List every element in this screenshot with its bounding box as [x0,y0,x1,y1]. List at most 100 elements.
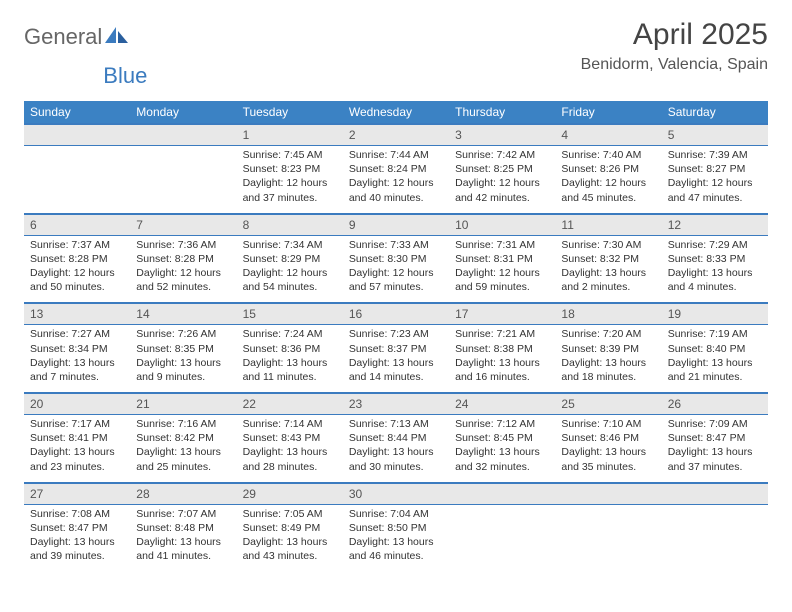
info-cell: Sunrise: 7:42 AMSunset: 8:25 PMDaylight:… [449,146,555,214]
info-row: Sunrise: 7:45 AMSunset: 8:23 PMDaylight:… [24,146,768,214]
daynum-cell: 14 [130,303,236,325]
daylight-text: Daylight: 13 hours and 37 minutes. [668,445,762,473]
info-cell: Sunrise: 7:40 AMSunset: 8:26 PMDaylight:… [555,146,661,214]
daylight-text: Daylight: 13 hours and 35 minutes. [561,445,655,473]
daylight-text: Daylight: 13 hours and 25 minutes. [136,445,230,473]
daylight-text: Daylight: 12 hours and 47 minutes. [668,176,762,204]
daynum-cell: 4 [555,124,661,146]
info-row: Sunrise: 7:17 AMSunset: 8:41 PMDaylight:… [24,415,768,483]
daynum-cell: 3 [449,124,555,146]
daylight-text: Daylight: 13 hours and 30 minutes. [349,445,443,473]
sunset-text: Sunset: 8:37 PM [349,342,443,356]
info-cell: Sunrise: 7:20 AMSunset: 8:39 PMDaylight:… [555,325,661,393]
sunrise-text: Sunrise: 7:26 AM [136,327,230,341]
daylight-text: Daylight: 13 hours and 21 minutes. [668,356,762,384]
sunrise-text: Sunrise: 7:33 AM [349,238,443,252]
sunset-text: Sunset: 8:47 PM [30,521,124,535]
sunset-text: Sunset: 8:42 PM [136,431,230,445]
daynum-cell: 5 [662,124,768,146]
sunset-text: Sunset: 8:36 PM [243,342,337,356]
sunset-text: Sunset: 8:38 PM [455,342,549,356]
info-cell: Sunrise: 7:33 AMSunset: 8:30 PMDaylight:… [343,235,449,303]
info-cell: Sunrise: 7:31 AMSunset: 8:31 PMDaylight:… [449,235,555,303]
daylight-text: Daylight: 13 hours and 32 minutes. [455,445,549,473]
daylight-text: Daylight: 13 hours and 7 minutes. [30,356,124,384]
sunrise-text: Sunrise: 7:20 AM [561,327,655,341]
info-cell: Sunrise: 7:21 AMSunset: 8:38 PMDaylight:… [449,325,555,393]
daynum-cell: 22 [237,393,343,415]
daynum-cell: 10 [449,214,555,236]
daylight-text: Daylight: 13 hours and 4 minutes. [668,266,762,294]
sunset-text: Sunset: 8:27 PM [668,162,762,176]
info-cell [555,504,661,571]
info-cell: Sunrise: 7:23 AMSunset: 8:37 PMDaylight:… [343,325,449,393]
daylight-text: Daylight: 12 hours and 42 minutes. [455,176,549,204]
daynum-cell: 26 [662,393,768,415]
info-cell: Sunrise: 7:30 AMSunset: 8:32 PMDaylight:… [555,235,661,303]
daylight-text: Daylight: 13 hours and 43 minutes. [243,535,337,563]
sunset-text: Sunset: 8:40 PM [668,342,762,356]
sunset-text: Sunset: 8:23 PM [243,162,337,176]
daynum-cell [449,483,555,505]
daynum-cell: 21 [130,393,236,415]
sunrise-text: Sunrise: 7:40 AM [561,148,655,162]
info-cell: Sunrise: 7:24 AMSunset: 8:36 PMDaylight:… [237,325,343,393]
info-cell: Sunrise: 7:10 AMSunset: 8:46 PMDaylight:… [555,415,661,483]
daylight-text: Daylight: 13 hours and 46 minutes. [349,535,443,563]
daynum-cell: 23 [343,393,449,415]
info-cell: Sunrise: 7:34 AMSunset: 8:29 PMDaylight:… [237,235,343,303]
daynum-cell: 24 [449,393,555,415]
info-row: Sunrise: 7:08 AMSunset: 8:47 PMDaylight:… [24,504,768,571]
daynum-cell [555,483,661,505]
daylight-text: Daylight: 12 hours and 37 minutes. [243,176,337,204]
calendar-head: Sunday Monday Tuesday Wednesday Thursday… [24,101,768,124]
sunrise-text: Sunrise: 7:42 AM [455,148,549,162]
calendar-table: Sunday Monday Tuesday Wednesday Thursday… [24,101,768,571]
info-cell: Sunrise: 7:39 AMSunset: 8:27 PMDaylight:… [662,146,768,214]
info-cell: Sunrise: 7:13 AMSunset: 8:44 PMDaylight:… [343,415,449,483]
weekday-row: Sunday Monday Tuesday Wednesday Thursday… [24,101,768,124]
location-text: Benidorm, Valencia, Spain [581,56,768,74]
sunset-text: Sunset: 8:28 PM [30,252,124,266]
sunset-text: Sunset: 8:44 PM [349,431,443,445]
daynum-cell: 8 [237,214,343,236]
info-cell: Sunrise: 7:04 AMSunset: 8:50 PMDaylight:… [343,504,449,571]
info-cell: Sunrise: 7:29 AMSunset: 8:33 PMDaylight:… [662,235,768,303]
daynum-cell: 25 [555,393,661,415]
sunset-text: Sunset: 8:24 PM [349,162,443,176]
daylight-text: Daylight: 13 hours and 23 minutes. [30,445,124,473]
sunset-text: Sunset: 8:49 PM [243,521,337,535]
weekday-monday: Monday [130,101,236,124]
info-row: Sunrise: 7:27 AMSunset: 8:34 PMDaylight:… [24,325,768,393]
sunrise-text: Sunrise: 7:16 AM [136,417,230,431]
info-cell [662,504,768,571]
daylight-text: Daylight: 12 hours and 54 minutes. [243,266,337,294]
daylight-text: Daylight: 13 hours and 14 minutes. [349,356,443,384]
info-cell: Sunrise: 7:09 AMSunset: 8:47 PMDaylight:… [662,415,768,483]
info-cell [130,146,236,214]
daynum-cell: 12 [662,214,768,236]
info-cell [449,504,555,571]
sunrise-text: Sunrise: 7:12 AM [455,417,549,431]
daynum-row: 27282930 [24,483,768,505]
daynum-row: 6789101112 [24,214,768,236]
info-cell: Sunrise: 7:05 AMSunset: 8:49 PMDaylight:… [237,504,343,571]
sunrise-text: Sunrise: 7:13 AM [349,417,443,431]
daynum-cell: 28 [130,483,236,505]
daynum-cell: 16 [343,303,449,325]
daynum-row: 20212223242526 [24,393,768,415]
sunrise-text: Sunrise: 7:07 AM [136,507,230,521]
sunset-text: Sunset: 8:50 PM [349,521,443,535]
info-cell: Sunrise: 7:12 AMSunset: 8:45 PMDaylight:… [449,415,555,483]
daynum-cell: 17 [449,303,555,325]
daynum-cell: 9 [343,214,449,236]
sunset-text: Sunset: 8:41 PM [30,431,124,445]
daynum-cell: 30 [343,483,449,505]
sunset-text: Sunset: 8:26 PM [561,162,655,176]
sunrise-text: Sunrise: 7:39 AM [668,148,762,162]
sunrise-text: Sunrise: 7:19 AM [668,327,762,341]
page-title: April 2025 [581,18,768,52]
daylight-text: Daylight: 13 hours and 11 minutes. [243,356,337,384]
daylight-text: Daylight: 12 hours and 45 minutes. [561,176,655,204]
title-block: April 2025 Benidorm, Valencia, Spain [581,18,768,74]
